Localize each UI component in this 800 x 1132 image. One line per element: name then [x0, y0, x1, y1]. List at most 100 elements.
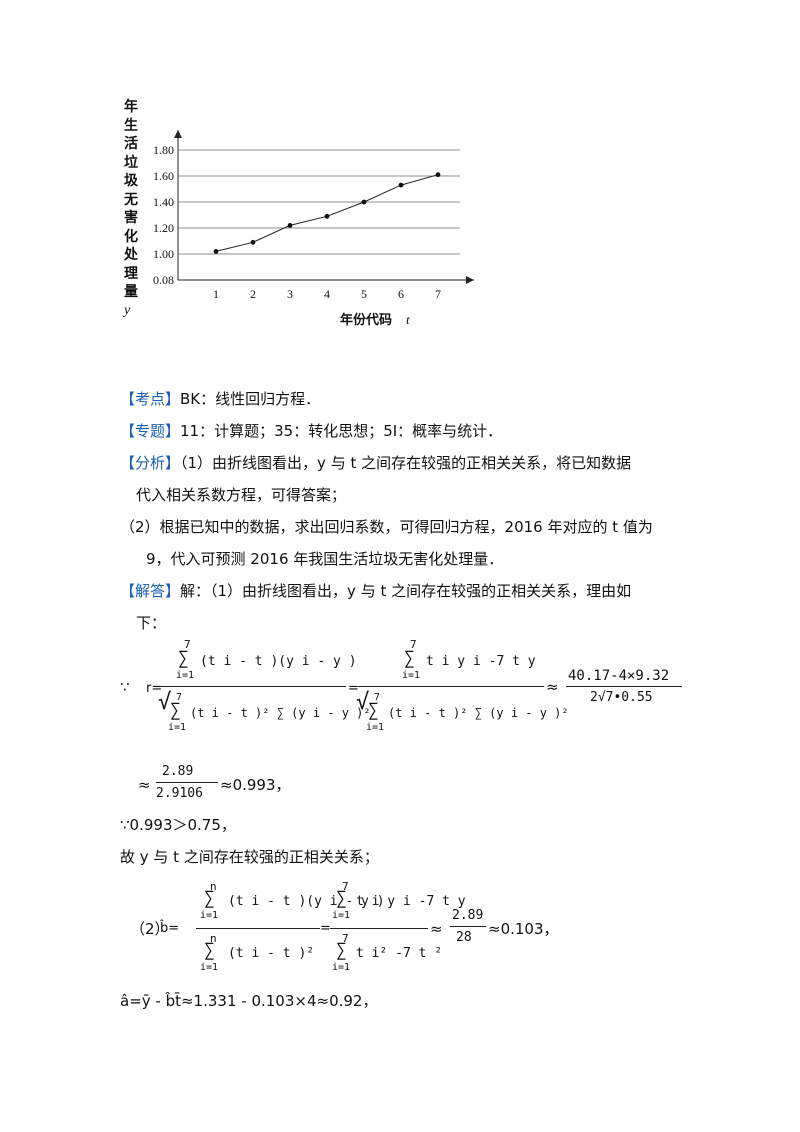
sum-symbol-2: ∑ — [404, 648, 415, 669]
fraction-bar-3 — [566, 686, 682, 687]
x-tick-label: 5 — [361, 287, 367, 301]
conclusion-line: 故 y 与 t 之间存在较强的正相关关系； — [120, 848, 379, 866]
zhuanti-line: 【专题】11：计算题；35：转化思想；5I：概率与统计． — [120, 420, 502, 442]
b-sum-top-d: n — [210, 932, 217, 945]
y-axis-label-char: 圾 — [124, 173, 138, 189]
b-sum-symbol-2d: ∑ — [336, 940, 347, 961]
approx-2: ≈ — [138, 776, 151, 794]
r-den2: (t i - t )² ∑ (y i - y )² — [388, 706, 569, 720]
r-num1: (t i - t )(y i - y ) — [200, 654, 357, 669]
sum-symbol-d: ∑ — [170, 700, 181, 721]
kaodian-text: BK：线性回归方程． — [180, 390, 321, 408]
compare-line: ∵0.993＞0.75， — [120, 816, 236, 834]
jieda-line1: 【解答】解：（1）由折线图看出，y 与 t 之间存在较强的正相关关系，理由如 — [120, 580, 631, 602]
y-axis-label-var: y — [124, 302, 131, 318]
x-tick-label: 3 — [287, 287, 293, 301]
b-sum-symbol: ∑ — [204, 888, 215, 909]
data-point — [435, 172, 441, 178]
b-sum-symbol-d: ∑ — [204, 940, 215, 961]
x-tick-label: 6 — [398, 287, 404, 301]
zhuanti-text: 11：计算题；35：转化思想；5I：概率与统计． — [180, 422, 503, 440]
b-hat: b̂= — [160, 921, 180, 936]
y-axis-label-char: 生 — [124, 117, 138, 134]
y-tick-label: 1.40 — [153, 195, 174, 209]
sum-bottom-2d: i=1 — [366, 722, 385, 733]
sum-bottom-2: i=1 — [402, 670, 421, 681]
y-axis-arrow — [174, 130, 182, 138]
jieda-tag: 【解答】 — [120, 582, 181, 600]
y-tick-label: 1.80 — [153, 143, 174, 157]
y-axis-label-char: 量 — [124, 284, 138, 300]
y-axis-label-char: 垃 — [124, 154, 138, 171]
sqrt-symbol: √ — [158, 690, 172, 715]
b-sum-top: n — [210, 880, 217, 893]
b-sum-bottom: i=1 — [200, 910, 219, 921]
data-point — [213, 249, 219, 254]
data-point — [287, 223, 293, 228]
data-point — [361, 199, 367, 205]
fraction-bar — [160, 686, 346, 687]
b-sum-top-2d: 7 — [342, 932, 349, 945]
y-tick-label: 1.60 — [153, 169, 174, 183]
because-symbol: ∵ — [120, 678, 130, 696]
chart-svg: 1.80 1.60 1.40 1.20 1.00 0.08 1 2 3 4 5 6 7 年份代码 t — [153, 130, 474, 327]
sum-top: 7 — [184, 638, 191, 651]
r-num2: t i y i -7 t y — [426, 654, 536, 669]
x-tick-label: 7 — [435, 287, 441, 301]
fenxi-line3: （2）根据已知中的数据，求出回归系数，可得回归方程，2016 年对应的 t 值为 — [120, 518, 653, 536]
b-sum-bottom-2d: i=1 — [332, 962, 351, 973]
sum-symbol-2d: ∑ — [368, 700, 379, 721]
b-sum-bottom-2: i=1 — [332, 910, 351, 921]
fenxi-text1: （1）由折线图看出，y 与 t 之间存在较强的正相关关系，将已知数据 — [180, 454, 632, 472]
y-axis-label-char: 害 — [124, 210, 138, 226]
sum-symbol: ∑ — [178, 648, 189, 669]
x-tick-label: 2 — [250, 287, 256, 301]
data-point — [398, 182, 404, 188]
b-den2: t i² -7 t ² — [356, 946, 443, 961]
sum-top-2: 7 — [410, 638, 417, 651]
part2-label: （2） — [130, 920, 170, 938]
b-result: ≈0.103， — [488, 920, 559, 938]
r2-num: 2.89 — [162, 764, 194, 779]
sqrt-symbol-2: √ — [356, 690, 370, 715]
y-axis-label-char: 年 — [124, 99, 138, 115]
x-axis-arrow — [466, 276, 474, 284]
series-line — [215, 174, 439, 252]
zhuanti-tag: 【专题】 — [120, 422, 181, 440]
y-tick-label: 1.20 — [153, 221, 174, 235]
b-sum-symbol-2: ∑ — [336, 888, 347, 909]
sum-top-2d: 7 — [374, 692, 381, 703]
sum-bottom-d: i=1 — [168, 722, 187, 733]
r-den1: (t i - t )² ∑ (y i - y )² — [190, 706, 371, 720]
jieda-line2: 下： — [136, 614, 167, 632]
kaodian-line: 【考点】BK：线性回归方程． — [120, 388, 320, 410]
y-axis-label-char: 化 — [124, 228, 138, 245]
y-tick-label: 0.08 — [153, 273, 174, 287]
y-tick-label: 1.00 — [153, 247, 174, 261]
fenxi-line2: 代入相关系数方程，可得答案； — [136, 486, 347, 504]
b-approx: ≈ — [430, 920, 443, 938]
b-sum-bottom-d: i=1 — [200, 962, 219, 973]
fenxi-line4: 9，代入可预测 2016 年我国生活垃圾无害化处理量． — [146, 550, 504, 568]
b-num2: t i y i -7 t y — [356, 894, 466, 909]
b-frac-den: 28 — [456, 930, 472, 945]
x-axis-var: t — [406, 312, 410, 327]
b-sum-top-2: 7 — [342, 880, 349, 893]
b-num1: (t i - t )(y i - y ) — [228, 894, 385, 909]
b-fraction-bar-3 — [450, 926, 486, 927]
r-den3: 2√7•0.55 — [590, 690, 653, 705]
data-point — [324, 213, 330, 219]
y-axis-label-char: 理 — [124, 265, 138, 282]
jieda-text1: 解：（1）由折线图看出，y 与 t 之间存在较强的正相关关系，理由如 — [180, 582, 632, 600]
b-frac-num: 2.89 — [452, 908, 484, 923]
fenxi-tag: 【分析】 — [120, 454, 181, 472]
fraction-bar-2 — [358, 686, 544, 687]
sum-top-d: 7 — [176, 692, 183, 703]
equals-1: = — [348, 681, 359, 696]
r2-den: 2.9106 — [156, 786, 203, 801]
fraction-bar-r2 — [156, 782, 218, 783]
r-num3: 40.17-4×9.32 — [568, 668, 670, 684]
approx-1: ≈ — [546, 678, 559, 696]
y-axis-label-char: 无 — [124, 191, 138, 208]
kaodian-tag: 【考点】 — [120, 390, 181, 408]
